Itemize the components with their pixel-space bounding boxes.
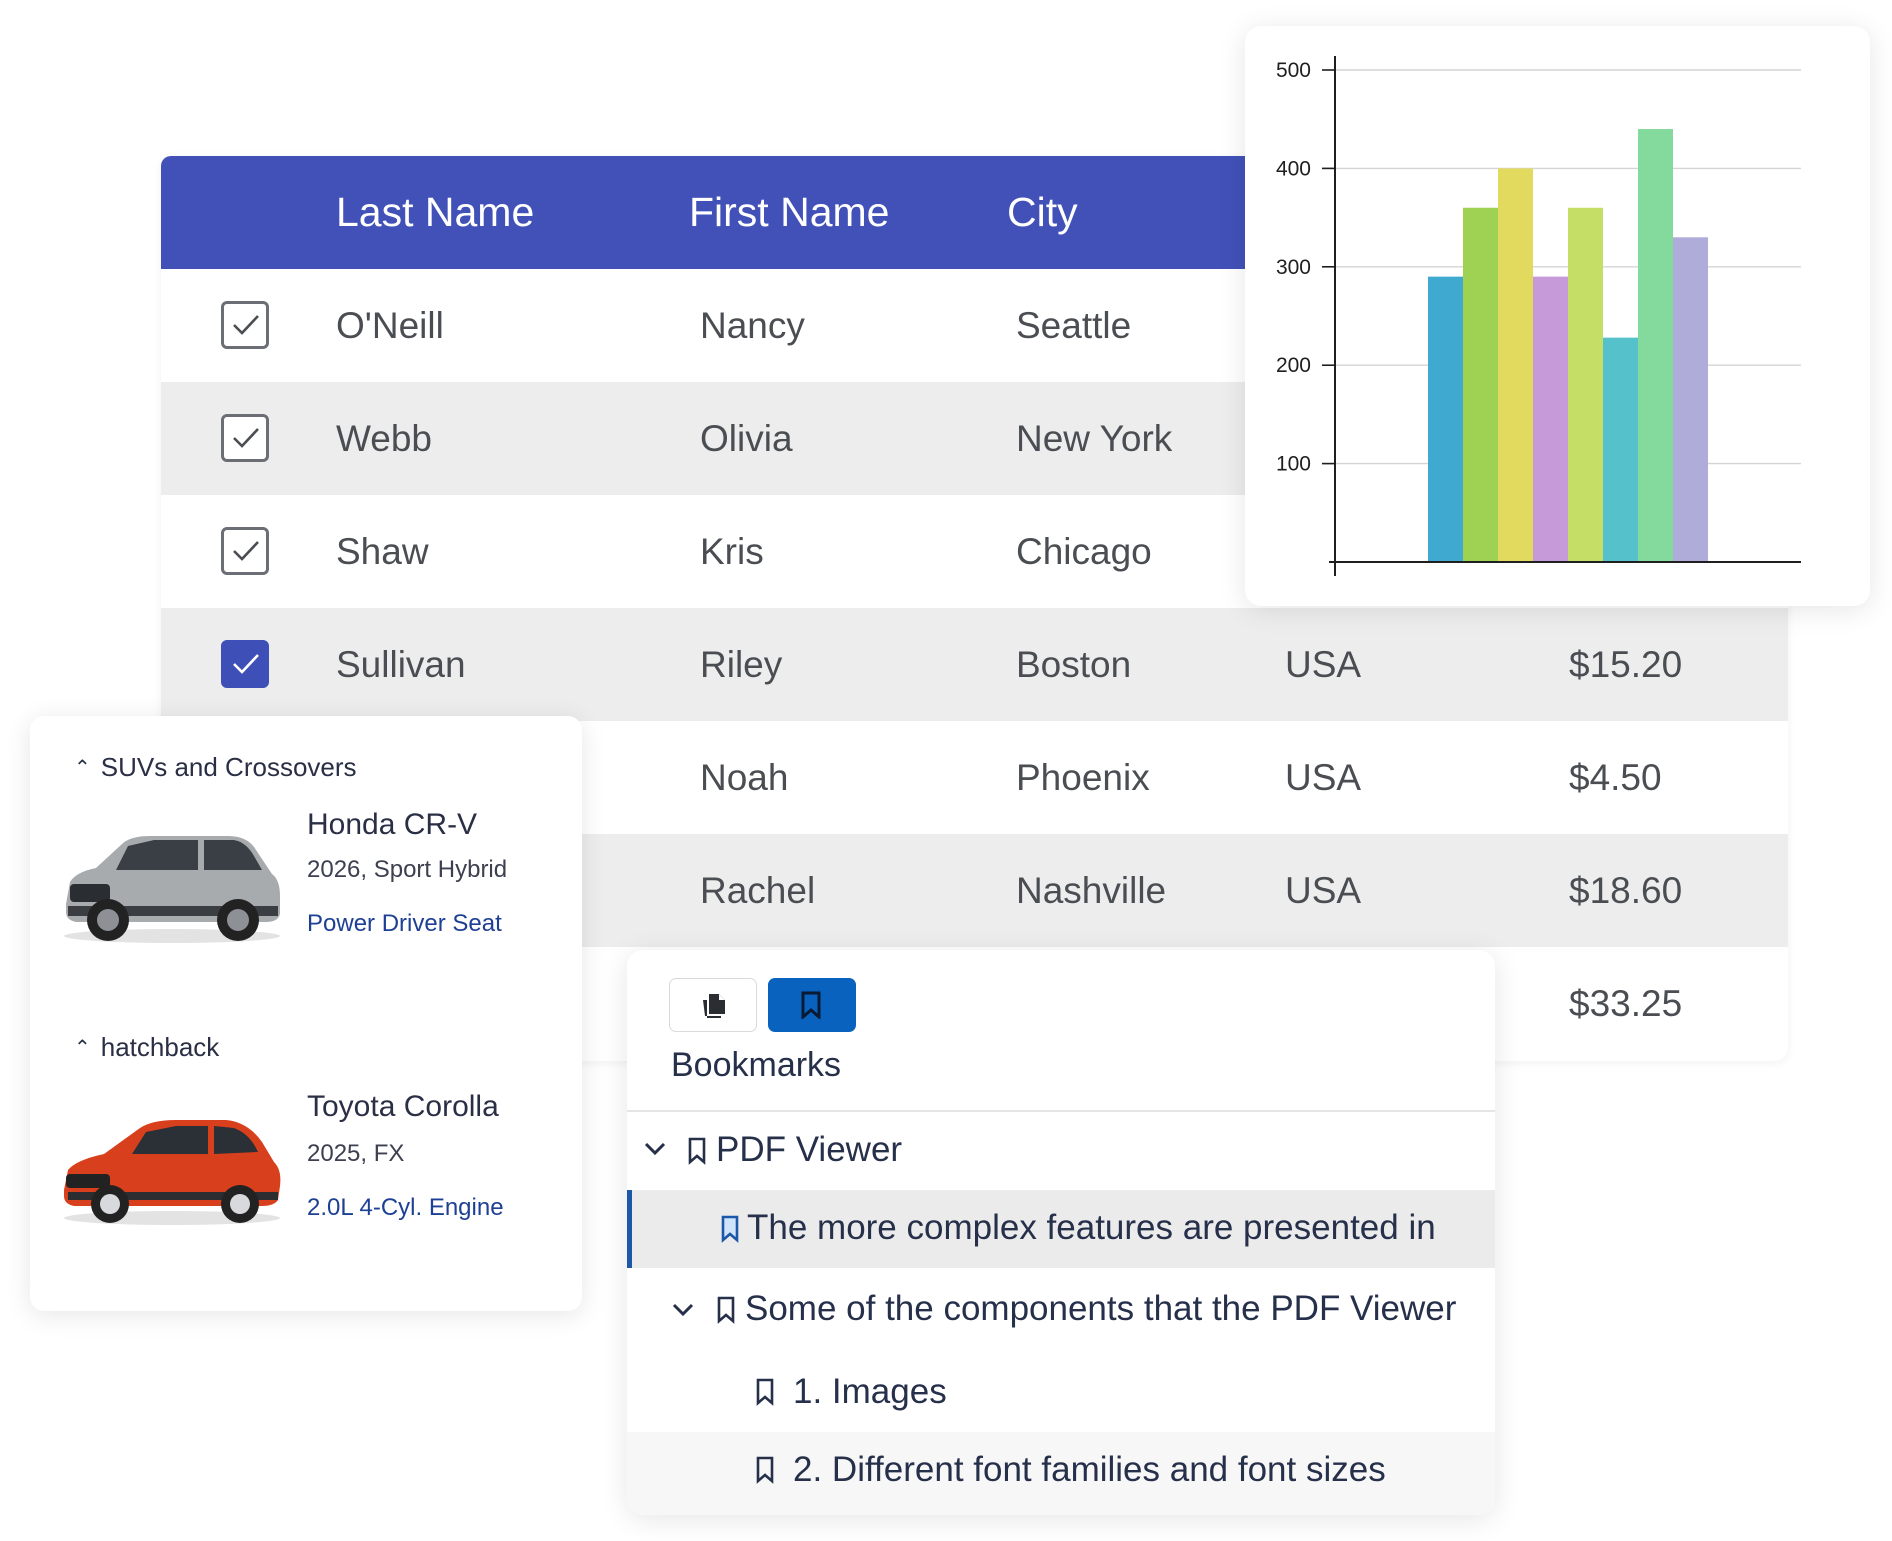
cell-first-name: Rachel	[700, 870, 816, 911]
bar	[1463, 207, 1498, 562]
table-row[interactable]: Shaw Kris Chicago	[161, 495, 1788, 608]
cell-city: Seattle	[1016, 305, 1132, 346]
y-tick-label: 400	[1276, 157, 1311, 180]
panel-title: Bookmarks	[671, 1046, 842, 1084]
group-title: hatchback	[100, 1032, 220, 1062]
y-tick-label: 300	[1276, 256, 1311, 279]
cell-last-name: Sullivan	[336, 644, 466, 685]
bar	[1498, 168, 1533, 562]
cell-amount: $4.50	[1569, 757, 1662, 798]
bookmark-item[interactable]: Some of the components that the PDF View…	[627, 1268, 1495, 1352]
chart-card: 100 200 300 400 500	[1245, 26, 1870, 606]
cell-first-name: Nancy	[700, 305, 805, 346]
cell-first-name: Kris	[700, 531, 764, 572]
car-feature: Power Driver Seat	[307, 910, 502, 937]
cell-amount: $33.25	[1569, 983, 1683, 1024]
cell-city: Nashville	[1016, 870, 1167, 911]
bookmark-label: PDF Viewer	[716, 1130, 903, 1169]
bar	[1533, 276, 1568, 562]
thumbnails-button[interactable]	[669, 978, 757, 1032]
cell-country: USA	[1285, 870, 1362, 911]
y-tick-label: 200	[1276, 354, 1311, 377]
bookmark-icon	[756, 1456, 774, 1484]
chevron-up-icon: ⌃	[74, 757, 91, 779]
bar	[1568, 207, 1603, 562]
cell-city: Chicago	[1016, 531, 1152, 572]
group-header-hatchback[interactable]: ⌃ hatchback	[74, 1032, 219, 1063]
group-title: SUVs and Crossovers	[100, 752, 357, 782]
bar-chart: 100 200 300 400 500	[1276, 56, 1801, 576]
cell-last-name: Webb	[336, 418, 432, 459]
car-list-card: ⌃ SUVs and Crossovers Honda CR-V 2026, Sp…	[30, 716, 582, 1311]
cell-last-name: Shaw	[336, 531, 429, 572]
cell-first-name: Riley	[700, 644, 783, 685]
cell-city: Phoenix	[1016, 757, 1150, 798]
red-hatchback-image	[64, 1120, 281, 1225]
car-name[interactable]: Toyota Corolla	[307, 1090, 499, 1123]
chevron-up-icon: ⌃	[74, 1037, 91, 1059]
silver-suv-image	[64, 836, 280, 943]
cell-amount: $15.20	[1569, 644, 1683, 685]
chevron-down-icon[interactable]	[671, 1302, 695, 1318]
cell-first-name: Olivia	[700, 418, 793, 459]
car-trim: 2026, Sport Hybrid	[307, 856, 508, 883]
bar	[1603, 337, 1638, 562]
bookmark-icon	[717, 1296, 735, 1324]
y-tick-label: 500	[1276, 59, 1311, 82]
row-checkbox-checked[interactable]	[221, 640, 269, 688]
column-header-city[interactable]: City	[1007, 189, 1078, 235]
column-header-first-name[interactable]: First Name	[689, 189, 890, 235]
bookmark-item[interactable]: 2. Different font families and font size…	[627, 1432, 1495, 1515]
page-thumbnails-icon	[703, 994, 725, 1018]
table-row[interactable]: $33.25	[161, 947, 1788, 1060]
group-header-suvs[interactable]: ⌃ SUVs and Crossovers	[74, 752, 357, 783]
bookmark-label: 1. Images	[793, 1372, 947, 1411]
bookmark-item[interactable]: PDF Viewer	[627, 1112, 1495, 1190]
bookmark-icon	[756, 1378, 774, 1406]
cell-country: USA	[1285, 757, 1362, 798]
chevron-down-icon[interactable]	[643, 1141, 667, 1157]
bookmark-icon	[688, 1137, 706, 1165]
bookmark-item-selected[interactable]: The more complex features are presented …	[627, 1190, 1495, 1268]
cell-country: USA	[1285, 644, 1362, 685]
cell-first-name: Noah	[700, 757, 789, 798]
cell-amount: $18.60	[1569, 870, 1683, 911]
y-tick-label: 100	[1276, 453, 1311, 476]
car-trim: 2025, FX	[307, 1140, 405, 1167]
cell-city: New York	[1016, 418, 1173, 459]
bookmark-label: Some of the components that the PDF View…	[745, 1289, 1457, 1328]
divider	[627, 1110, 1495, 1112]
row-checkbox[interactable]	[221, 301, 269, 349]
bookmark-item[interactable]: 1. Images	[627, 1352, 1495, 1432]
table-row[interactable]: O'Neill Nancy Seattle	[161, 269, 1788, 382]
bar	[1638, 129, 1673, 562]
bookmark-icon	[801, 991, 821, 1019]
table-row[interactable]: Noah Phoenix USA $4.50	[161, 721, 1788, 834]
bookmark-label: The more complex features are presented …	[747, 1208, 1436, 1247]
column-header-last-name[interactable]: Last Name	[336, 189, 535, 235]
bookmarks-button[interactable]	[768, 978, 856, 1032]
bar	[1673, 237, 1708, 562]
row-checkbox[interactable]	[221, 527, 269, 575]
car-name[interactable]: Honda CR-V	[307, 808, 478, 841]
bookmark-label: 2. Different font families and font size…	[793, 1450, 1386, 1489]
cell-last-name: O'Neill	[336, 305, 444, 346]
car-feature: 2.0L 4-Cyl. Engine	[307, 1194, 504, 1221]
pdf-bookmarks-panel: Bookmarks PDF Viewer The more complex fe…	[627, 950, 1495, 1515]
table-row[interactable]: Sullivan Riley Boston USA $15.20	[161, 608, 1788, 721]
row-checkbox[interactable]	[221, 414, 269, 462]
bookmark-icon	[721, 1215, 739, 1243]
cell-city: Boston	[1016, 644, 1132, 685]
bar	[1428, 276, 1463, 562]
